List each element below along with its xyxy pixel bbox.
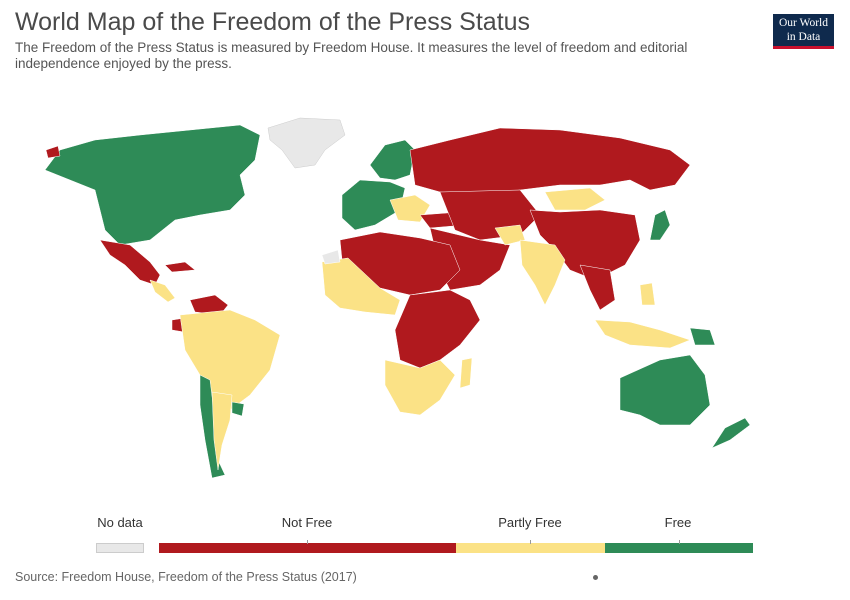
- region-new-zealand[interactable]: [711, 417, 751, 449]
- region-southern-africa[interactable]: [384, 359, 456, 416]
- logo-line-2: in Data: [786, 31, 821, 43]
- logo-line-1: Our World: [778, 17, 828, 29]
- region-japan[interactable]: [649, 209, 671, 241]
- region-chukotka[interactable]: [45, 145, 61, 159]
- timeline-dot[interactable]: [593, 575, 598, 580]
- legend-tick-partly-free: [530, 540, 531, 544]
- chart-subtitle: The Freedom of the Press Status is measu…: [15, 40, 688, 71]
- region-east-africa[interactable]: [394, 289, 481, 369]
- region-madagascar[interactable]: [459, 357, 473, 389]
- region-indonesia[interactable]: [594, 319, 691, 349]
- legend-tick-not-free: [307, 540, 308, 544]
- region-central-asia[interactable]: [439, 189, 541, 241]
- region-argentina[interactable]: [211, 391, 233, 471]
- source-note: Source: Freedom House, Freedom of the Pr…: [15, 570, 357, 584]
- legend-swatch-free[interactable]: [605, 543, 753, 553]
- region-south-america[interactable]: [179, 309, 281, 421]
- region-north-america[interactable]: [44, 124, 261, 246]
- legend-label-no-data: No data: [97, 515, 143, 530]
- region-india[interactable]: [519, 239, 566, 306]
- region-papua[interactable]: [689, 327, 716, 346]
- legend-label-free: Free: [664, 515, 692, 530]
- region-venezuela[interactable]: [189, 294, 229, 316]
- region-mexico[interactable]: [99, 239, 161, 286]
- region-scandinavia[interactable]: [369, 139, 416, 181]
- region-mongolia[interactable]: [544, 187, 606, 211]
- legend-tick-free: [679, 540, 680, 544]
- region-greenland[interactable]: [267, 117, 346, 169]
- region-chile[interactable]: [199, 374, 226, 479]
- region-cuba[interactable]: [164, 261, 196, 273]
- region-afghanistan[interactable]: [494, 224, 526, 246]
- region-philippines[interactable]: [639, 282, 656, 306]
- legend-label-not-free: Not Free: [281, 515, 333, 530]
- legend-swatch-not-free[interactable]: [159, 543, 456, 553]
- owid-logo[interactable]: Our World in Data: [773, 14, 834, 49]
- chart-title: World Map of the Freedom of the Press St…: [15, 8, 531, 36]
- region-uruguay[interactable]: [231, 401, 245, 417]
- region-central-america[interactable]: [149, 279, 176, 303]
- region-west-africa[interactable]: [321, 257, 401, 316]
- region-western-sahara[interactable]: [321, 249, 341, 265]
- region-southeast-asia[interactable]: [579, 264, 616, 311]
- region-australia[interactable]: [619, 354, 711, 426]
- legend-swatch-partly-free[interactable]: [456, 543, 605, 553]
- legend-swatch-no-data[interactable]: [96, 543, 144, 553]
- world-map[interactable]: [0, 100, 850, 500]
- legend-label-partly-free: Partly Free: [498, 515, 562, 530]
- region-russia[interactable]: [409, 127, 691, 196]
